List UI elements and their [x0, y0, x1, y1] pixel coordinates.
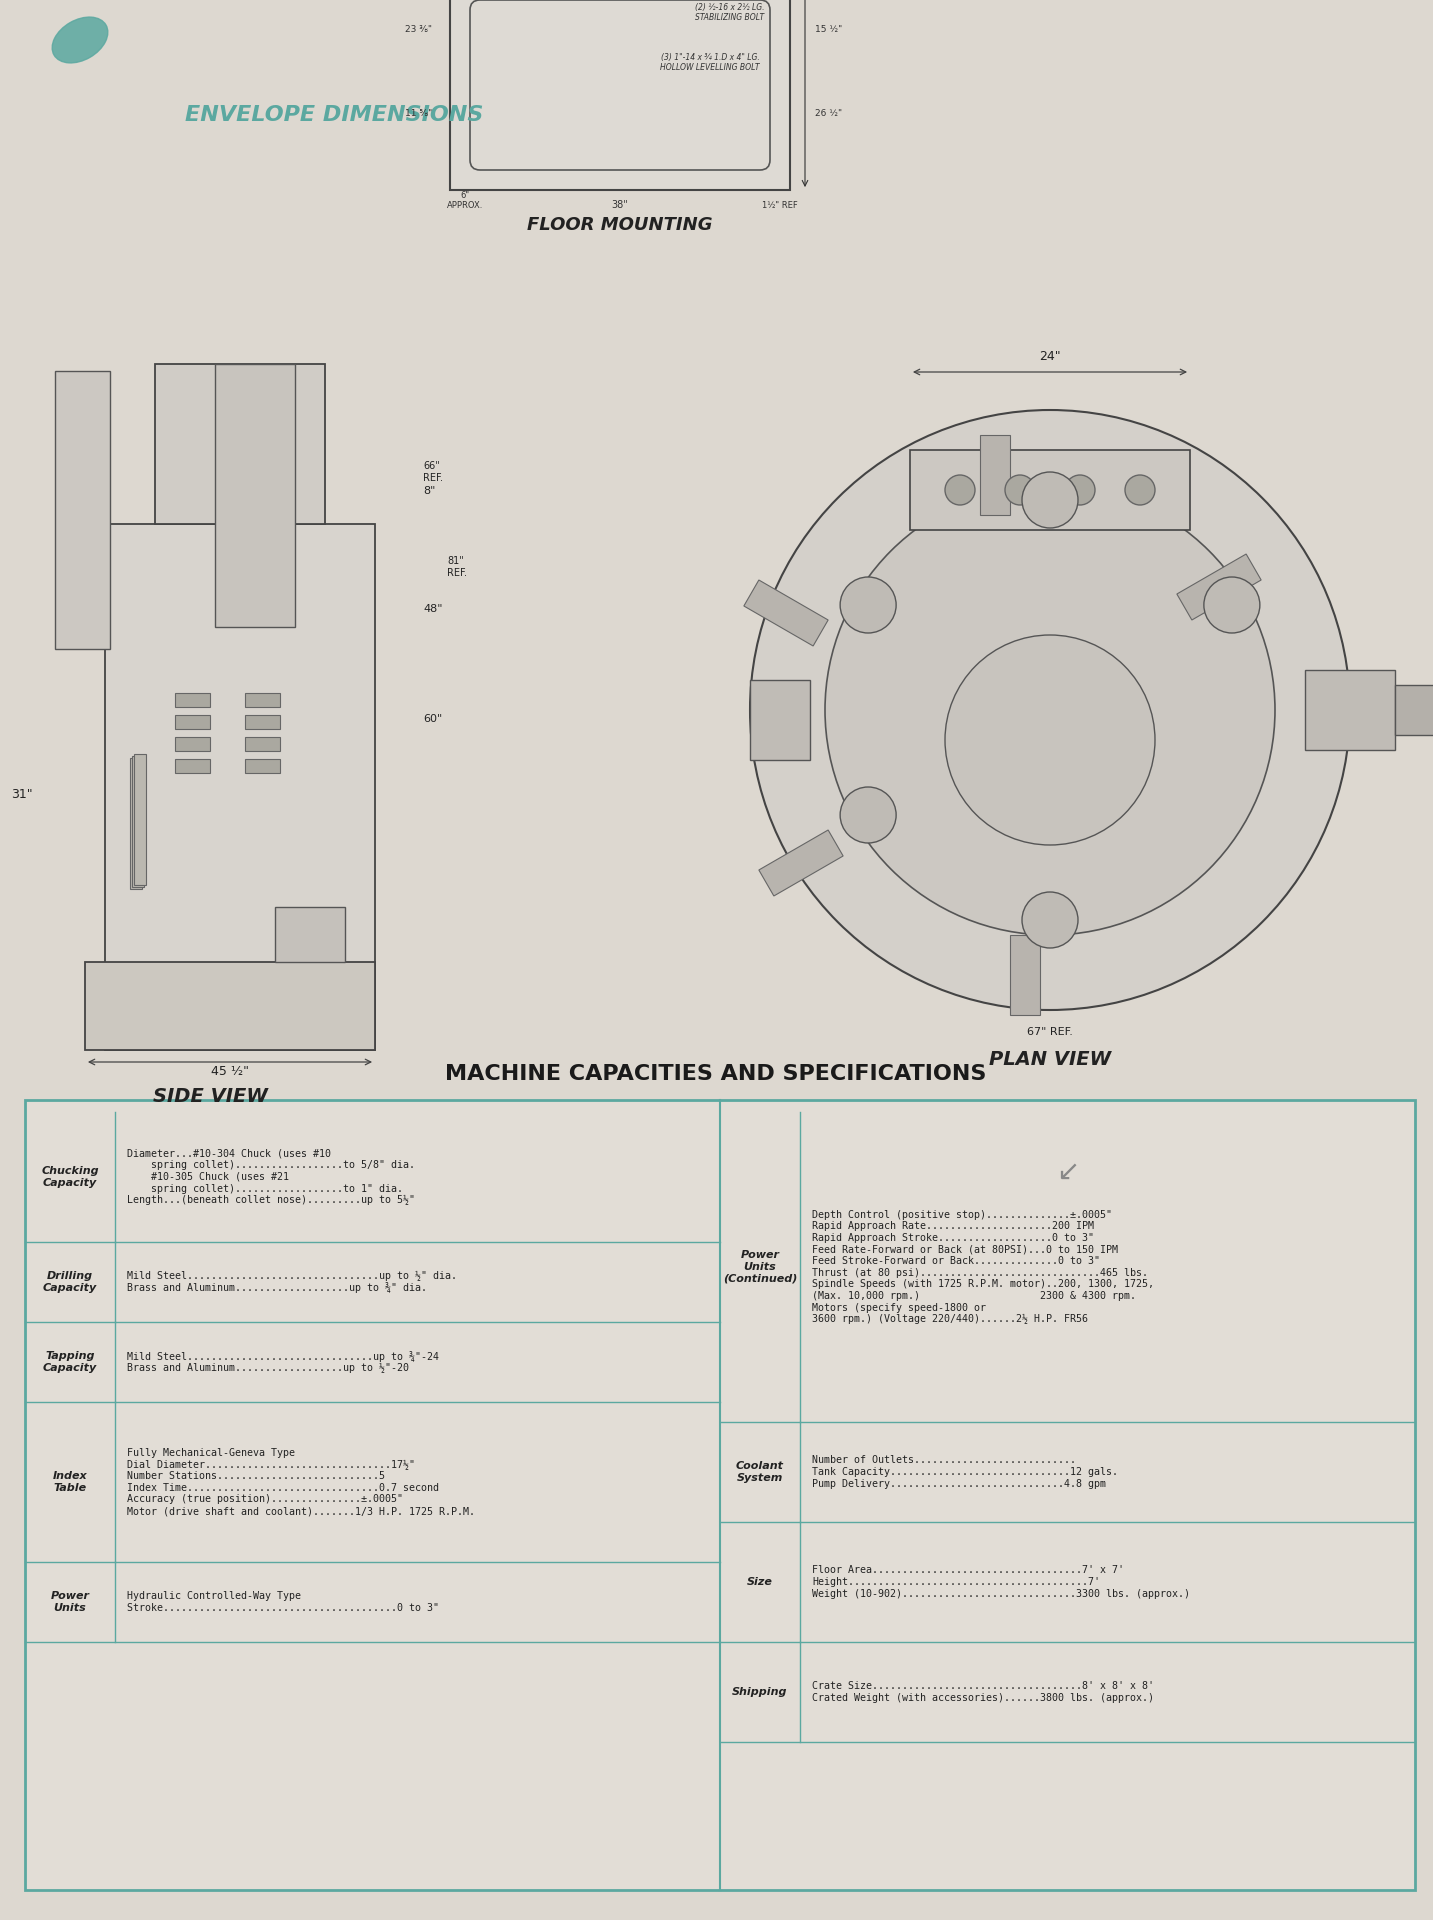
Text: 48": 48" — [423, 605, 443, 614]
Bar — [450, 0, 790, 190]
Text: Tapping
Capacity: Tapping Capacity — [43, 1352, 97, 1373]
Circle shape — [944, 474, 974, 505]
Bar — [130, 758, 142, 889]
Text: Chucking
Capacity: Chucking Capacity — [42, 1165, 99, 1188]
Circle shape — [1204, 578, 1260, 634]
Bar — [155, 363, 325, 524]
Text: 38": 38" — [612, 200, 629, 209]
Bar — [245, 737, 279, 751]
Text: Crate Size...................................8' x 8' x 8'
Crated Weight (with ac: Crate Size..............................… — [813, 1682, 1154, 1703]
Text: 81"
REF.: 81" REF. — [447, 557, 467, 578]
Text: Fully Mechanical-Geneva Type
Dial Diameter...............................17½"
Nu: Fully Mechanical-Geneva Type Dial Diamet… — [128, 1448, 474, 1517]
Text: Diameter...#10-304 Chuck (uses #10
    spring collet)..................to 5/8" d: Diameter...#10-304 Chuck (uses #10 sprin… — [128, 1148, 416, 1206]
Circle shape — [749, 411, 1350, 1010]
Text: ↙: ↙ — [1056, 1158, 1079, 1187]
Text: 26 ½": 26 ½" — [815, 109, 843, 119]
Text: Depth Control (positive stop)..............±.0005"
Rapid Approach Rate..........: Depth Control (positive stop)...........… — [813, 1210, 1154, 1325]
Text: MACHINE CAPACITIES AND SPECIFICATIONS: MACHINE CAPACITIES AND SPECIFICATIONS — [446, 1064, 987, 1085]
Text: Mild Steel................................up to ½" dia.
Brass and Aluminum......: Mild Steel..............................… — [128, 1271, 457, 1294]
Text: Floor Area...................................7' x 7'
Height.....................: Floor Area..............................… — [813, 1565, 1189, 1599]
Bar — [980, 436, 1010, 515]
Bar — [132, 756, 143, 887]
Text: SIDE VIEW: SIDE VIEW — [152, 1087, 268, 1106]
Text: Number of Outlets...........................
Tank Capacity......................: Number of Outlets.......................… — [813, 1455, 1118, 1488]
Circle shape — [1125, 474, 1155, 505]
Text: 15 ½": 15 ½" — [815, 25, 843, 35]
Bar — [54, 371, 110, 649]
Text: Index
Table: Index Table — [53, 1471, 87, 1494]
Text: Mild Steel...............................up to ¾"-24
Brass and Aluminum.........: Mild Steel..............................… — [128, 1350, 438, 1373]
Text: 11 ⅝": 11 ⅝" — [404, 109, 431, 119]
Bar — [1176, 555, 1261, 620]
Bar — [910, 449, 1189, 530]
Text: FLOOR MOUNTING: FLOOR MOUNTING — [527, 217, 712, 234]
Ellipse shape — [52, 17, 107, 63]
Bar — [245, 714, 279, 728]
Bar — [175, 737, 211, 751]
Bar — [1394, 685, 1433, 735]
Text: 6"
APPROX.: 6" APPROX. — [447, 190, 483, 209]
Text: 31": 31" — [11, 787, 33, 801]
Bar — [749, 680, 810, 760]
Bar — [175, 714, 211, 728]
Text: 8": 8" — [423, 486, 436, 497]
Text: PLAN VIEW: PLAN VIEW — [989, 1050, 1111, 1069]
Bar — [275, 908, 345, 962]
Text: Coolant
System: Coolant System — [737, 1461, 784, 1482]
Bar — [744, 580, 828, 645]
Bar — [245, 693, 279, 707]
Text: Shipping: Shipping — [732, 1688, 788, 1697]
Text: 60": 60" — [423, 714, 443, 724]
Circle shape — [840, 787, 896, 843]
Text: Size: Size — [747, 1576, 772, 1588]
Bar — [24, 1100, 1414, 1889]
Bar — [135, 755, 146, 885]
Text: 66"
REF.: 66" REF. — [423, 461, 443, 482]
Circle shape — [1005, 474, 1035, 505]
Text: (2) ½-16 x 2½ LG.
STABILIZING BOLT: (2) ½-16 x 2½ LG. STABILIZING BOLT — [695, 2, 765, 21]
Bar — [175, 758, 211, 772]
Text: 23 ⅜": 23 ⅜" — [406, 25, 431, 35]
Text: Power
Units: Power Units — [50, 1592, 89, 1613]
Text: Hydraulic Controlled-Way Type
Stroke.......................................0 to : Hydraulic Controlled-Way Type Stroke....… — [128, 1592, 438, 1613]
Bar — [215, 363, 295, 626]
Circle shape — [1022, 472, 1078, 528]
Bar — [175, 693, 211, 707]
Bar — [105, 524, 375, 1050]
Text: Drilling
Capacity: Drilling Capacity — [43, 1271, 97, 1292]
Circle shape — [1065, 474, 1095, 505]
Text: 24": 24" — [1039, 349, 1060, 363]
Text: 45 ½": 45 ½" — [211, 1066, 249, 1077]
Circle shape — [944, 636, 1155, 845]
Bar — [1305, 670, 1394, 751]
Text: 67" REF.: 67" REF. — [1027, 1027, 1073, 1037]
Text: ENVELOPE DIMENSIONS: ENVELOPE DIMENSIONS — [185, 106, 483, 125]
Circle shape — [840, 578, 896, 634]
Text: 1½" REF: 1½" REF — [762, 202, 798, 209]
Circle shape — [825, 486, 1275, 935]
Bar — [245, 758, 279, 772]
FancyBboxPatch shape — [470, 0, 770, 171]
Bar — [759, 829, 843, 897]
Text: (3) 1"-14 x ¾ 1.D x 4" LG.
HOLLOW LEVELLING BOLT: (3) 1"-14 x ¾ 1.D x 4" LG. HOLLOW LEVELL… — [661, 52, 759, 71]
Bar — [85, 962, 375, 1050]
Circle shape — [1022, 893, 1078, 948]
Text: Power
Units
(Continued): Power Units (Continued) — [722, 1250, 797, 1284]
Bar — [1010, 935, 1040, 1016]
